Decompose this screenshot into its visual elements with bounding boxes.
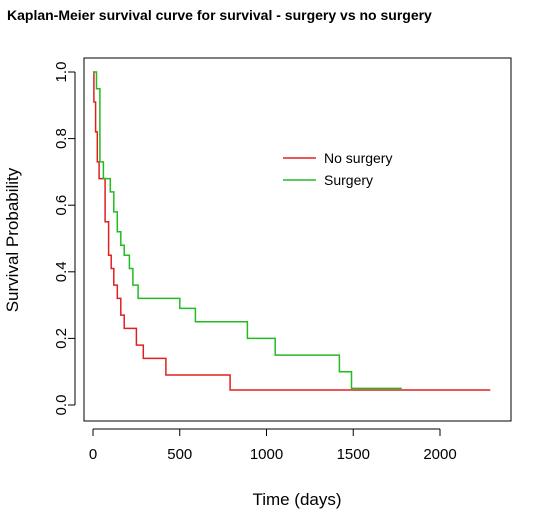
x-tick-label: 1500 — [337, 446, 370, 463]
x-axis-label: Time (days) — [252, 490, 341, 509]
y-tick-label: 0.0 — [53, 395, 70, 416]
series-line-no-surgery — [93, 71, 491, 391]
y-tick-label: 0.2 — [53, 328, 70, 349]
y-axis-label: Survival Probability — [3, 167, 22, 312]
series-line-surgery — [93, 71, 402, 390]
series-layer — [93, 71, 491, 391]
x-axis-ticks: 0 500 1000 1500 2000 — [89, 429, 457, 463]
chart-title: Kaplan-Meier survival curve for survival… — [7, 7, 432, 23]
y-tick-label: 0.4 — [53, 261, 70, 282]
x-tick-label: 1000 — [250, 446, 283, 463]
legend-label-no-surgery: No surgery — [324, 150, 392, 166]
y-tick-label: 0.6 — [53, 195, 70, 216]
legend: No surgery Surgery — [283, 150, 392, 188]
y-axis-ticks: 0.0 0.2 0.4 0.6 0.8 1.0 — [53, 62, 75, 416]
plot-frame — [83, 57, 512, 422]
x-tick-label: 500 — [167, 446, 192, 463]
y-tick-label: 0.8 — [53, 128, 70, 149]
legend-label-surgery: Surgery — [324, 172, 373, 188]
x-tick-label: 2000 — [423, 446, 456, 463]
x-tick-label: 0 — [89, 446, 97, 463]
y-tick-label: 1.0 — [53, 62, 70, 83]
